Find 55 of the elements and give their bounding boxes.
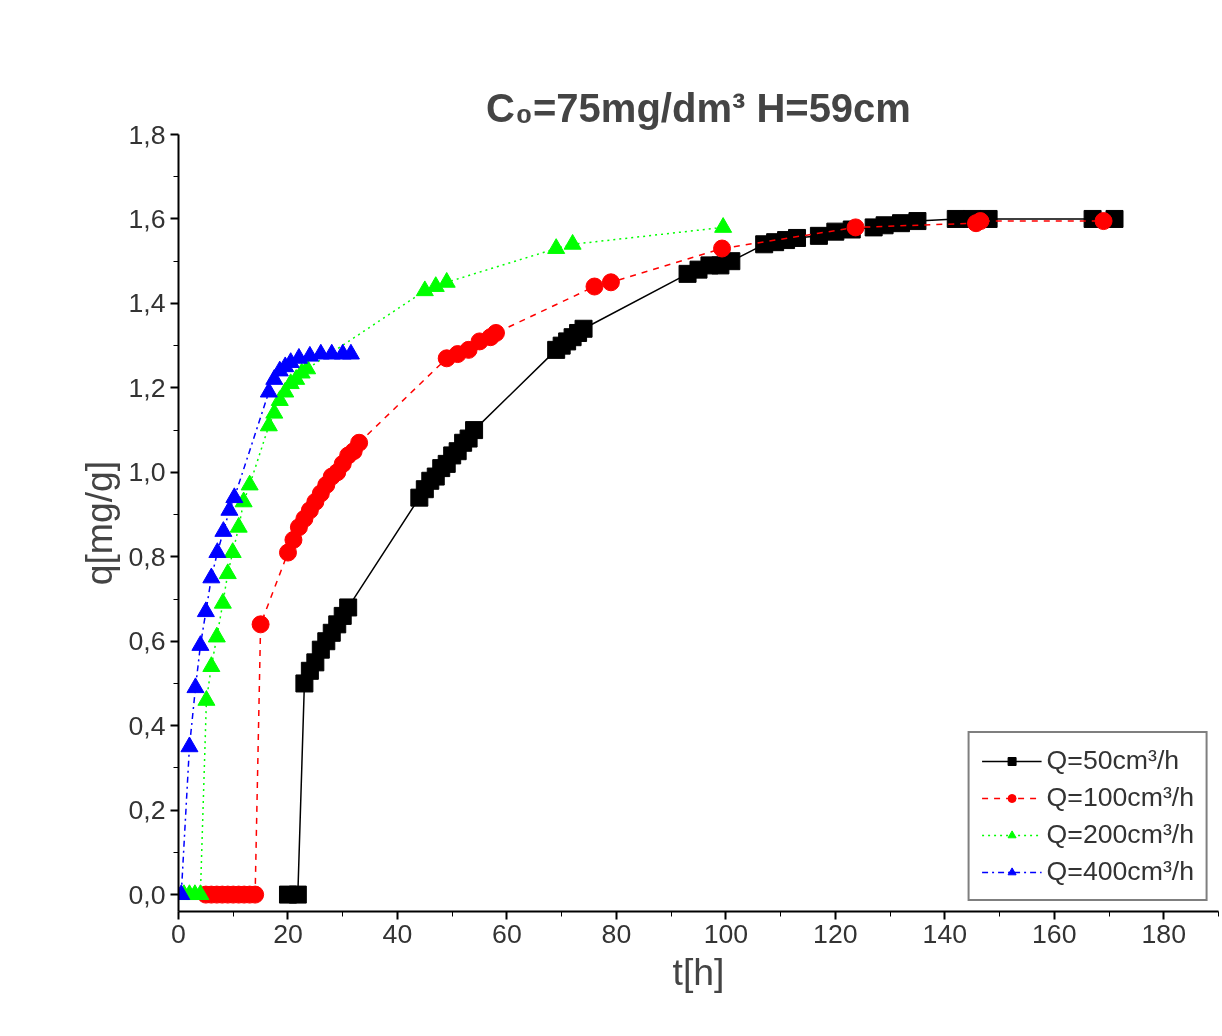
x-tick-label: 120 <box>813 918 858 949</box>
point <box>486 323 505 342</box>
point <box>191 635 210 651</box>
point <box>288 885 307 904</box>
y-tick-label: 0,8 <box>128 541 166 572</box>
y-tick-label: 1,2 <box>128 372 166 403</box>
point <box>202 567 221 584</box>
point <box>908 212 927 231</box>
point <box>826 222 845 241</box>
point <box>350 433 369 452</box>
y-tick-label: 1,6 <box>128 203 166 234</box>
point <box>220 500 239 516</box>
x-tick-label: 60 <box>492 918 522 949</box>
y-tick-label: 1,0 <box>128 457 166 488</box>
y-axis-title: q[mg/g] <box>78 460 121 586</box>
point <box>601 273 620 292</box>
legend-label: Q=200cm³/h <box>1046 819 1194 850</box>
point <box>218 563 237 580</box>
point <box>186 677 205 694</box>
point <box>465 421 484 440</box>
point <box>197 690 216 706</box>
x-tick-label: 100 <box>703 918 749 949</box>
legend-label: Q=50cm³/h <box>1046 745 1180 776</box>
x-tick-label: 160 <box>1032 918 1077 949</box>
point <box>846 218 865 237</box>
legend-label: Q=400cm³/h <box>1046 856 1194 887</box>
y-tick-label: 0,2 <box>128 795 166 826</box>
y-tick-label: 1,4 <box>128 288 166 319</box>
point <box>722 252 741 271</box>
point <box>180 736 199 753</box>
x-tick-label: 80 <box>601 918 632 949</box>
point <box>788 228 807 247</box>
y-tick-label: 0,4 <box>128 710 166 741</box>
x-tick-label: 180 <box>1141 918 1187 949</box>
y-tick-label: 0,0 <box>128 879 166 910</box>
x-tick-label: 20 <box>273 918 303 949</box>
point <box>251 615 270 634</box>
x-axis-title: t[h] <box>672 950 725 993</box>
x-tick-label: 140 <box>922 918 968 949</box>
y-tick-label: 0,6 <box>128 626 166 657</box>
point <box>574 319 593 338</box>
point <box>207 626 226 643</box>
point <box>585 277 604 296</box>
legend-label: Q=100cm³/h <box>1046 782 1194 813</box>
x-tick-label: 40 <box>382 918 413 949</box>
point <box>713 239 732 258</box>
x-tick-label: 0 <box>171 918 186 949</box>
point <box>225 487 244 504</box>
point <box>339 598 358 617</box>
point <box>875 216 894 235</box>
point <box>1094 212 1113 231</box>
point <box>202 656 221 672</box>
chart-title: C₀=75mg/dm³ H=59cm <box>486 85 911 130</box>
y-tick-label: 1,8 <box>128 119 166 150</box>
point <box>196 601 215 618</box>
